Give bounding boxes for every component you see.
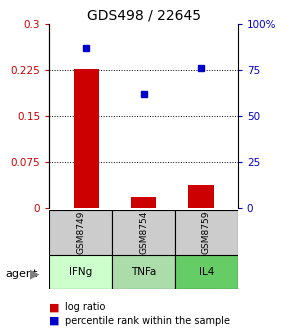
Bar: [74, 69, 99, 208]
Text: log ratio: log ratio: [65, 302, 106, 312]
Title: GDS498 / 22645: GDS498 / 22645: [86, 8, 201, 23]
Text: IFNg: IFNg: [69, 267, 92, 277]
Bar: [131, 197, 156, 208]
Text: agent: agent: [6, 269, 38, 279]
Text: GSM8749: GSM8749: [76, 211, 85, 254]
Bar: [49, 210, 112, 255]
Text: ■: ■: [49, 316, 60, 326]
Bar: [175, 255, 238, 289]
Text: ■: ■: [49, 302, 60, 312]
Text: TNFa: TNFa: [131, 267, 156, 277]
Text: percentile rank within the sample: percentile rank within the sample: [65, 316, 230, 326]
Text: GSM8754: GSM8754: [139, 211, 148, 254]
Bar: [188, 185, 213, 208]
Text: IL4: IL4: [199, 267, 214, 277]
Bar: [49, 255, 112, 289]
Text: GSM8759: GSM8759: [202, 211, 211, 254]
Bar: [112, 255, 175, 289]
Text: ▶: ▶: [30, 267, 40, 280]
Bar: [112, 210, 175, 255]
Bar: [175, 210, 238, 255]
